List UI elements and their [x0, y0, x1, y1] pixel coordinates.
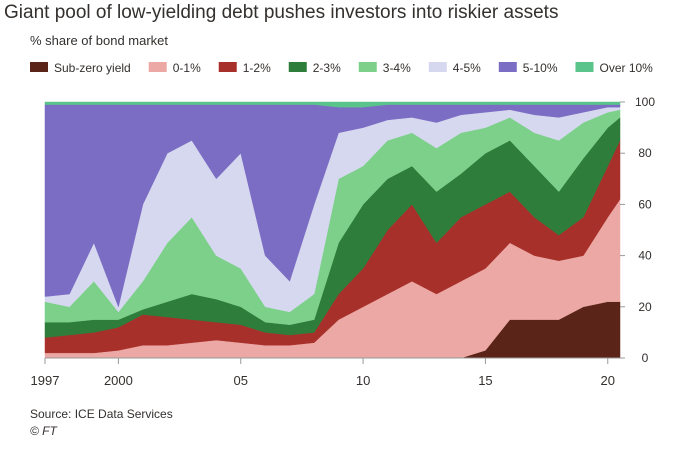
x-tick-label: 10 [356, 373, 370, 388]
legend-label: 3-4% [383, 61, 411, 75]
y-tick-label: 60 [638, 197, 652, 211]
plot-area: 0 20 40 60 80 100 1997 2000 05 10 15 20 [31, 95, 656, 388]
x-tick-label: 05 [234, 373, 248, 388]
legend-swatch [575, 62, 594, 72]
x-tick-label: 2000 [104, 373, 133, 388]
x-tick-label: 1997 [31, 373, 60, 388]
legend-swatch [498, 62, 517, 72]
legend-label: 5-10% [523, 61, 558, 75]
chart-title: Giant pool of low-yielding debt pushes i… [4, 2, 558, 23]
legend-swatch [148, 62, 167, 72]
y-tick-label: 80 [638, 146, 652, 160]
y-tick-label: 40 [638, 249, 652, 263]
source: Source: ICE Data Services [30, 407, 173, 421]
y-tick-label: 100 [635, 95, 655, 109]
legend-swatch [288, 62, 307, 72]
legend-swatch [30, 62, 48, 72]
legend-label: Over 10% [599, 61, 653, 75]
legend-label: 0-1% [173, 61, 201, 75]
x-tick-label: 15 [478, 373, 492, 388]
y-tick-label: 20 [638, 300, 652, 314]
legend-label: 4-5% [453, 61, 481, 75]
legend-swatch [358, 62, 377, 72]
legend-label: Sub-zero yield [54, 61, 131, 75]
legend-swatch [428, 62, 447, 72]
legend-swatch [218, 62, 237, 72]
credit: © FT [30, 424, 59, 438]
legend: Sub-zero yield 0-1% 1-2% 2-3% 3-4% 4-5% 5-10% O… [30, 61, 653, 75]
legend-label: 1-2% [243, 61, 271, 75]
area [44, 101, 621, 108]
y-tick-label: 0 [642, 351, 649, 365]
legend-label: 2-3% [313, 61, 341, 75]
chart-subtitle: % share of bond market [30, 33, 168, 48]
x-tick-label: 20 [601, 373, 615, 388]
